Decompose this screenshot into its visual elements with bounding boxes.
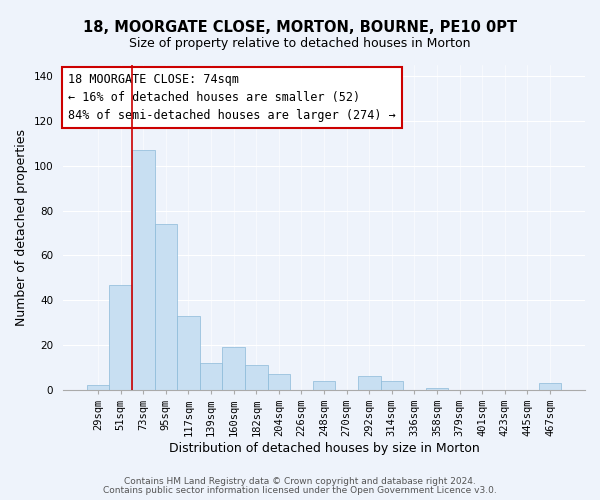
Bar bbox=[380, 381, 403, 390]
Bar bbox=[155, 224, 177, 390]
Bar bbox=[87, 386, 109, 390]
Bar bbox=[177, 316, 200, 390]
Text: 18, MOORGATE CLOSE, MORTON, BOURNE, PE10 0PT: 18, MOORGATE CLOSE, MORTON, BOURNE, PE10… bbox=[83, 20, 517, 35]
Bar bbox=[358, 376, 380, 390]
Bar bbox=[245, 366, 268, 390]
Bar bbox=[200, 363, 223, 390]
Bar bbox=[109, 284, 132, 390]
Y-axis label: Number of detached properties: Number of detached properties bbox=[15, 129, 28, 326]
Bar bbox=[223, 348, 245, 390]
X-axis label: Distribution of detached houses by size in Morton: Distribution of detached houses by size … bbox=[169, 442, 479, 455]
Text: Contains public sector information licensed under the Open Government Licence v3: Contains public sector information licen… bbox=[103, 486, 497, 495]
Bar bbox=[425, 388, 448, 390]
Bar bbox=[313, 381, 335, 390]
Text: 18 MOORGATE CLOSE: 74sqm
← 16% of detached houses are smaller (52)
84% of semi-d: 18 MOORGATE CLOSE: 74sqm ← 16% of detach… bbox=[68, 73, 396, 122]
Bar bbox=[132, 150, 155, 390]
Bar bbox=[268, 374, 290, 390]
Text: Contains HM Land Registry data © Crown copyright and database right 2024.: Contains HM Land Registry data © Crown c… bbox=[124, 477, 476, 486]
Text: Size of property relative to detached houses in Morton: Size of property relative to detached ho… bbox=[129, 38, 471, 51]
Bar bbox=[539, 383, 561, 390]
